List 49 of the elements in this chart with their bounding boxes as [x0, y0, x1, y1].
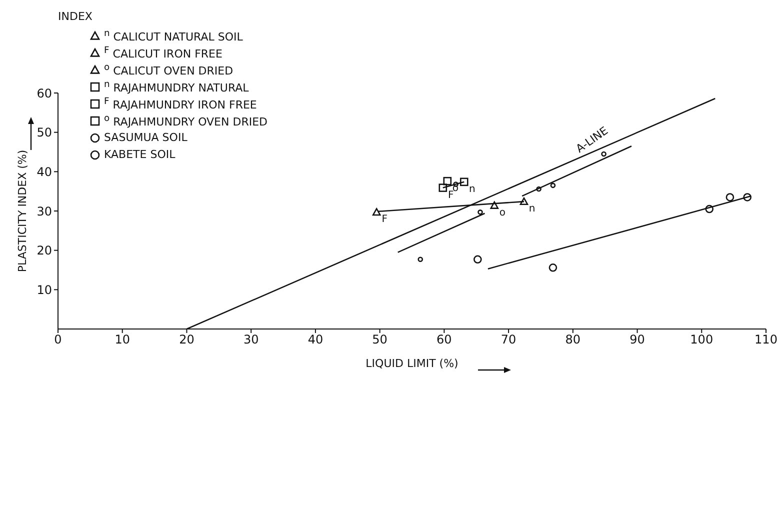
x-tick-label: 100: [690, 332, 714, 347]
annotation: n: [528, 204, 536, 215]
legend-label: SASUMUA SOIL: [104, 131, 188, 144]
x-tick-label: 30: [243, 332, 259, 347]
x-tick-label: 50: [372, 332, 388, 347]
x-tick-label: 90: [630, 332, 645, 347]
x-tick-label: 60: [436, 332, 452, 347]
annotation: F: [382, 214, 388, 226]
point: [548, 263, 558, 272]
x-tick-label: 70: [500, 332, 516, 347]
legend-label: $^{o}$ RAJAHMUNDRY OVEN DRIED: [104, 112, 268, 128]
y-tick-label: 10: [36, 282, 52, 297]
x-tick-label: 20: [179, 332, 194, 347]
point: [478, 210, 483, 215]
point: [474, 255, 482, 264]
point: [372, 208, 381, 216]
annotation: F: [448, 190, 454, 201]
point: [726, 193, 734, 202]
point: [460, 178, 468, 186]
annotation: o: [499, 207, 506, 218]
y-tick-label: 60: [36, 86, 52, 100]
legend-label: $^{n}$ CALICUT NATURAL SOIL: [104, 28, 243, 44]
x-tick-label: 110: [754, 332, 778, 347]
y-tick-label: 20: [36, 244, 52, 258]
y-axis-title: PLASTICITY INDEX (%): [16, 150, 29, 272]
point: [550, 182, 556, 188]
point: [520, 197, 528, 206]
legend-label: $^{n}$ RAJAHMUNDRY NATURAL: [104, 78, 249, 94]
x-tick-label: 40: [308, 332, 324, 347]
y-tick-label: 40: [36, 164, 52, 179]
legend-title: INDEX: [58, 10, 94, 23]
legend-label: $^{o}$ CALICUT OVEN DRIED: [104, 62, 234, 78]
point: [705, 204, 714, 214]
point: [418, 256, 424, 262]
legend-label: $^{F}$ CALICUT IRON FREE: [104, 44, 222, 60]
annotation: n: [468, 184, 476, 195]
point: [438, 184, 448, 192]
x-tick-label: 0: [54, 332, 62, 347]
point: [443, 176, 452, 186]
point: [490, 201, 499, 209]
y-tick-label: 50: [36, 126, 52, 140]
x-tick-label: 10: [114, 332, 130, 347]
x-tick-label: 80: [565, 332, 581, 347]
legend-label: $^{F}$ RAJAHMUNDRY IRON FREE: [104, 96, 257, 112]
y-tick-label: 30: [36, 204, 52, 218]
point: [743, 193, 752, 202]
x-axis-title: LIQUID LIMIT (%): [366, 357, 458, 370]
legend-label: KABETE SOIL: [104, 148, 176, 161]
point: [536, 186, 542, 192]
